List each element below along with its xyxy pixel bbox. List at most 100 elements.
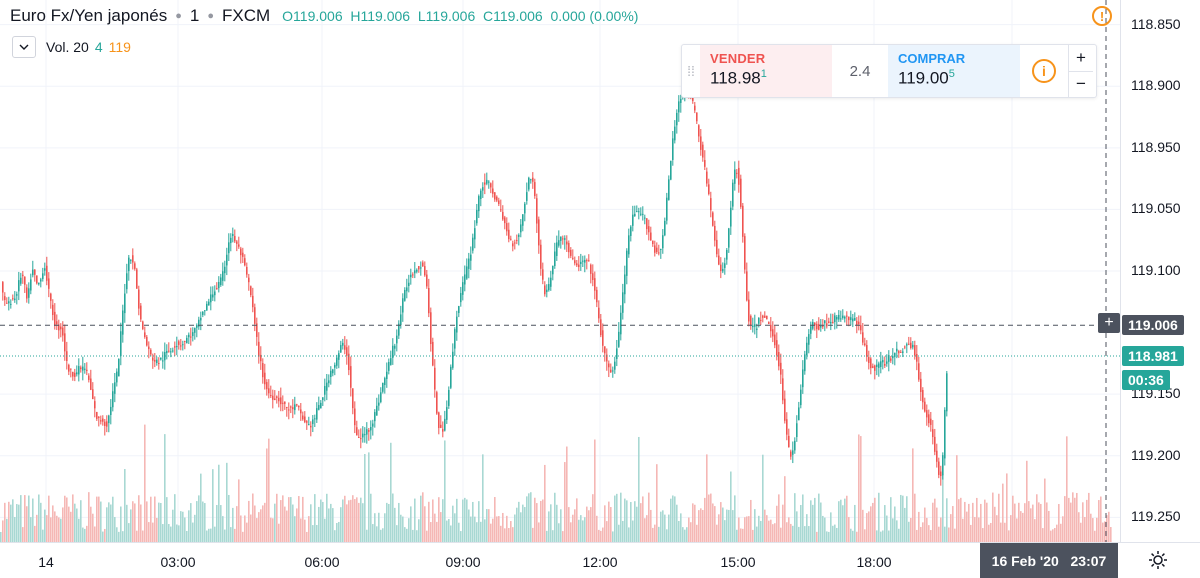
candle-body	[286, 406, 288, 409]
volume-bar	[916, 529, 918, 542]
candle-body	[102, 418, 104, 422]
volume-bar	[238, 479, 240, 542]
info-button[interactable]: i	[1020, 45, 1068, 97]
volume-bar	[696, 524, 698, 542]
candle-body	[910, 342, 912, 349]
volume-bar	[1064, 496, 1066, 542]
volume-bar	[802, 494, 804, 542]
volume-bar	[752, 529, 754, 542]
volume-bar	[58, 517, 60, 542]
volume-bar	[820, 502, 822, 542]
volume-bar	[598, 529, 600, 542]
volume-bar	[592, 494, 594, 542]
warning-icon[interactable]: !	[1092, 6, 1112, 26]
plus-button[interactable]: +	[1069, 45, 1093, 72]
candle-body	[56, 321, 58, 325]
volume-bar	[412, 529, 414, 542]
volume-bar	[1004, 522, 1006, 542]
gear-icon[interactable]	[1148, 550, 1168, 570]
time-tick-label: 03:00	[160, 554, 196, 570]
volume-bar	[798, 526, 800, 542]
volume-bar	[184, 517, 186, 542]
candle-body	[588, 260, 590, 262]
candle-body	[446, 407, 448, 420]
volume-bar	[98, 496, 100, 542]
volume-bar	[250, 514, 252, 542]
volume-bar	[996, 515, 998, 542]
volume-bar	[418, 519, 420, 542]
candle-body	[60, 326, 62, 330]
volume-bar	[472, 501, 474, 542]
minus-button[interactable]: −	[1076, 74, 1086, 94]
candle-body	[262, 363, 264, 378]
volume-ma-value: 119	[108, 39, 131, 55]
symbol-name[interactable]: Euro Fx/Yen japonés	[10, 6, 168, 25]
volume-bar	[110, 504, 112, 542]
volume-bar	[958, 499, 960, 542]
price-tick-label: 118.850	[1131, 15, 1181, 32]
candle-body	[474, 228, 476, 240]
volume-bar	[582, 520, 584, 542]
time-axis[interactable]: 18:00 15:00 12:00 09:00 06:00 03:00 14 16 Feb …	[0, 542, 1200, 578]
candle-body	[454, 329, 456, 349]
candle-body	[460, 293, 462, 303]
volume-bar	[506, 515, 508, 542]
candle-body	[456, 316, 458, 333]
candle-body	[276, 396, 278, 398]
volume-bar	[476, 522, 478, 542]
countdown-tag: 00:36	[1122, 369, 1170, 390]
info-icon: i	[1032, 59, 1056, 83]
candle-body	[562, 238, 564, 240]
crosshair-plus-icon[interactable]: +	[1098, 313, 1120, 333]
candle-body	[194, 328, 196, 333]
sell-button[interactable]: VENDER 118.981	[700, 45, 832, 97]
candle-body	[442, 429, 444, 432]
candle-body	[14, 298, 16, 301]
candle-body	[538, 219, 540, 246]
candle-body	[106, 421, 108, 427]
price-tick-label: 119.200	[1131, 446, 1181, 463]
volume-bar	[948, 527, 950, 542]
candle-body	[244, 258, 246, 266]
volume-bar	[274, 503, 276, 542]
interval[interactable]: 1	[189, 6, 200, 25]
candle-body	[834, 315, 836, 323]
candle-body	[410, 274, 412, 278]
candle-body	[544, 285, 546, 295]
volume-bar	[388, 503, 390, 542]
candle-body	[548, 284, 550, 291]
collapse-button[interactable]	[12, 36, 36, 58]
candle-body	[188, 334, 190, 338]
volume-bar	[890, 497, 892, 542]
candle-body	[904, 346, 906, 348]
buy-button[interactable]: COMPRAR 119.005	[888, 45, 1020, 97]
candle-body	[298, 406, 300, 408]
volume-bar	[1086, 499, 1088, 542]
candle-body	[264, 372, 266, 385]
volume-bar	[290, 497, 292, 542]
volume-bar	[294, 516, 296, 542]
chart-area[interactable]	[0, 0, 1120, 542]
volume-bar	[504, 528, 506, 542]
volume-bar	[552, 530, 554, 542]
crosshair-price-tag: 119.006	[1122, 315, 1184, 336]
volume-bar	[466, 499, 468, 542]
volume-bar	[714, 506, 716, 542]
price-axis[interactable]: 119.250 119.200 119.150 119.100 119.050 118.9…	[1120, 0, 1200, 542]
candle-body	[288, 409, 290, 411]
candle-body	[574, 260, 576, 264]
candle-body	[182, 344, 184, 346]
volume-bar	[328, 508, 330, 542]
volume-bar	[888, 530, 890, 542]
volume-bar	[528, 493, 530, 542]
candle-body	[290, 406, 292, 408]
volume-bar	[266, 448, 268, 542]
volume-bar	[782, 504, 784, 542]
candle-body	[852, 318, 854, 322]
volume-bar	[736, 529, 738, 542]
volume-bar	[510, 521, 512, 542]
drag-handle-icon[interactable]: ⁞⁞	[687, 63, 695, 79]
candle-body	[514, 242, 516, 244]
candle-body	[720, 264, 722, 272]
volume-bar	[530, 492, 532, 542]
